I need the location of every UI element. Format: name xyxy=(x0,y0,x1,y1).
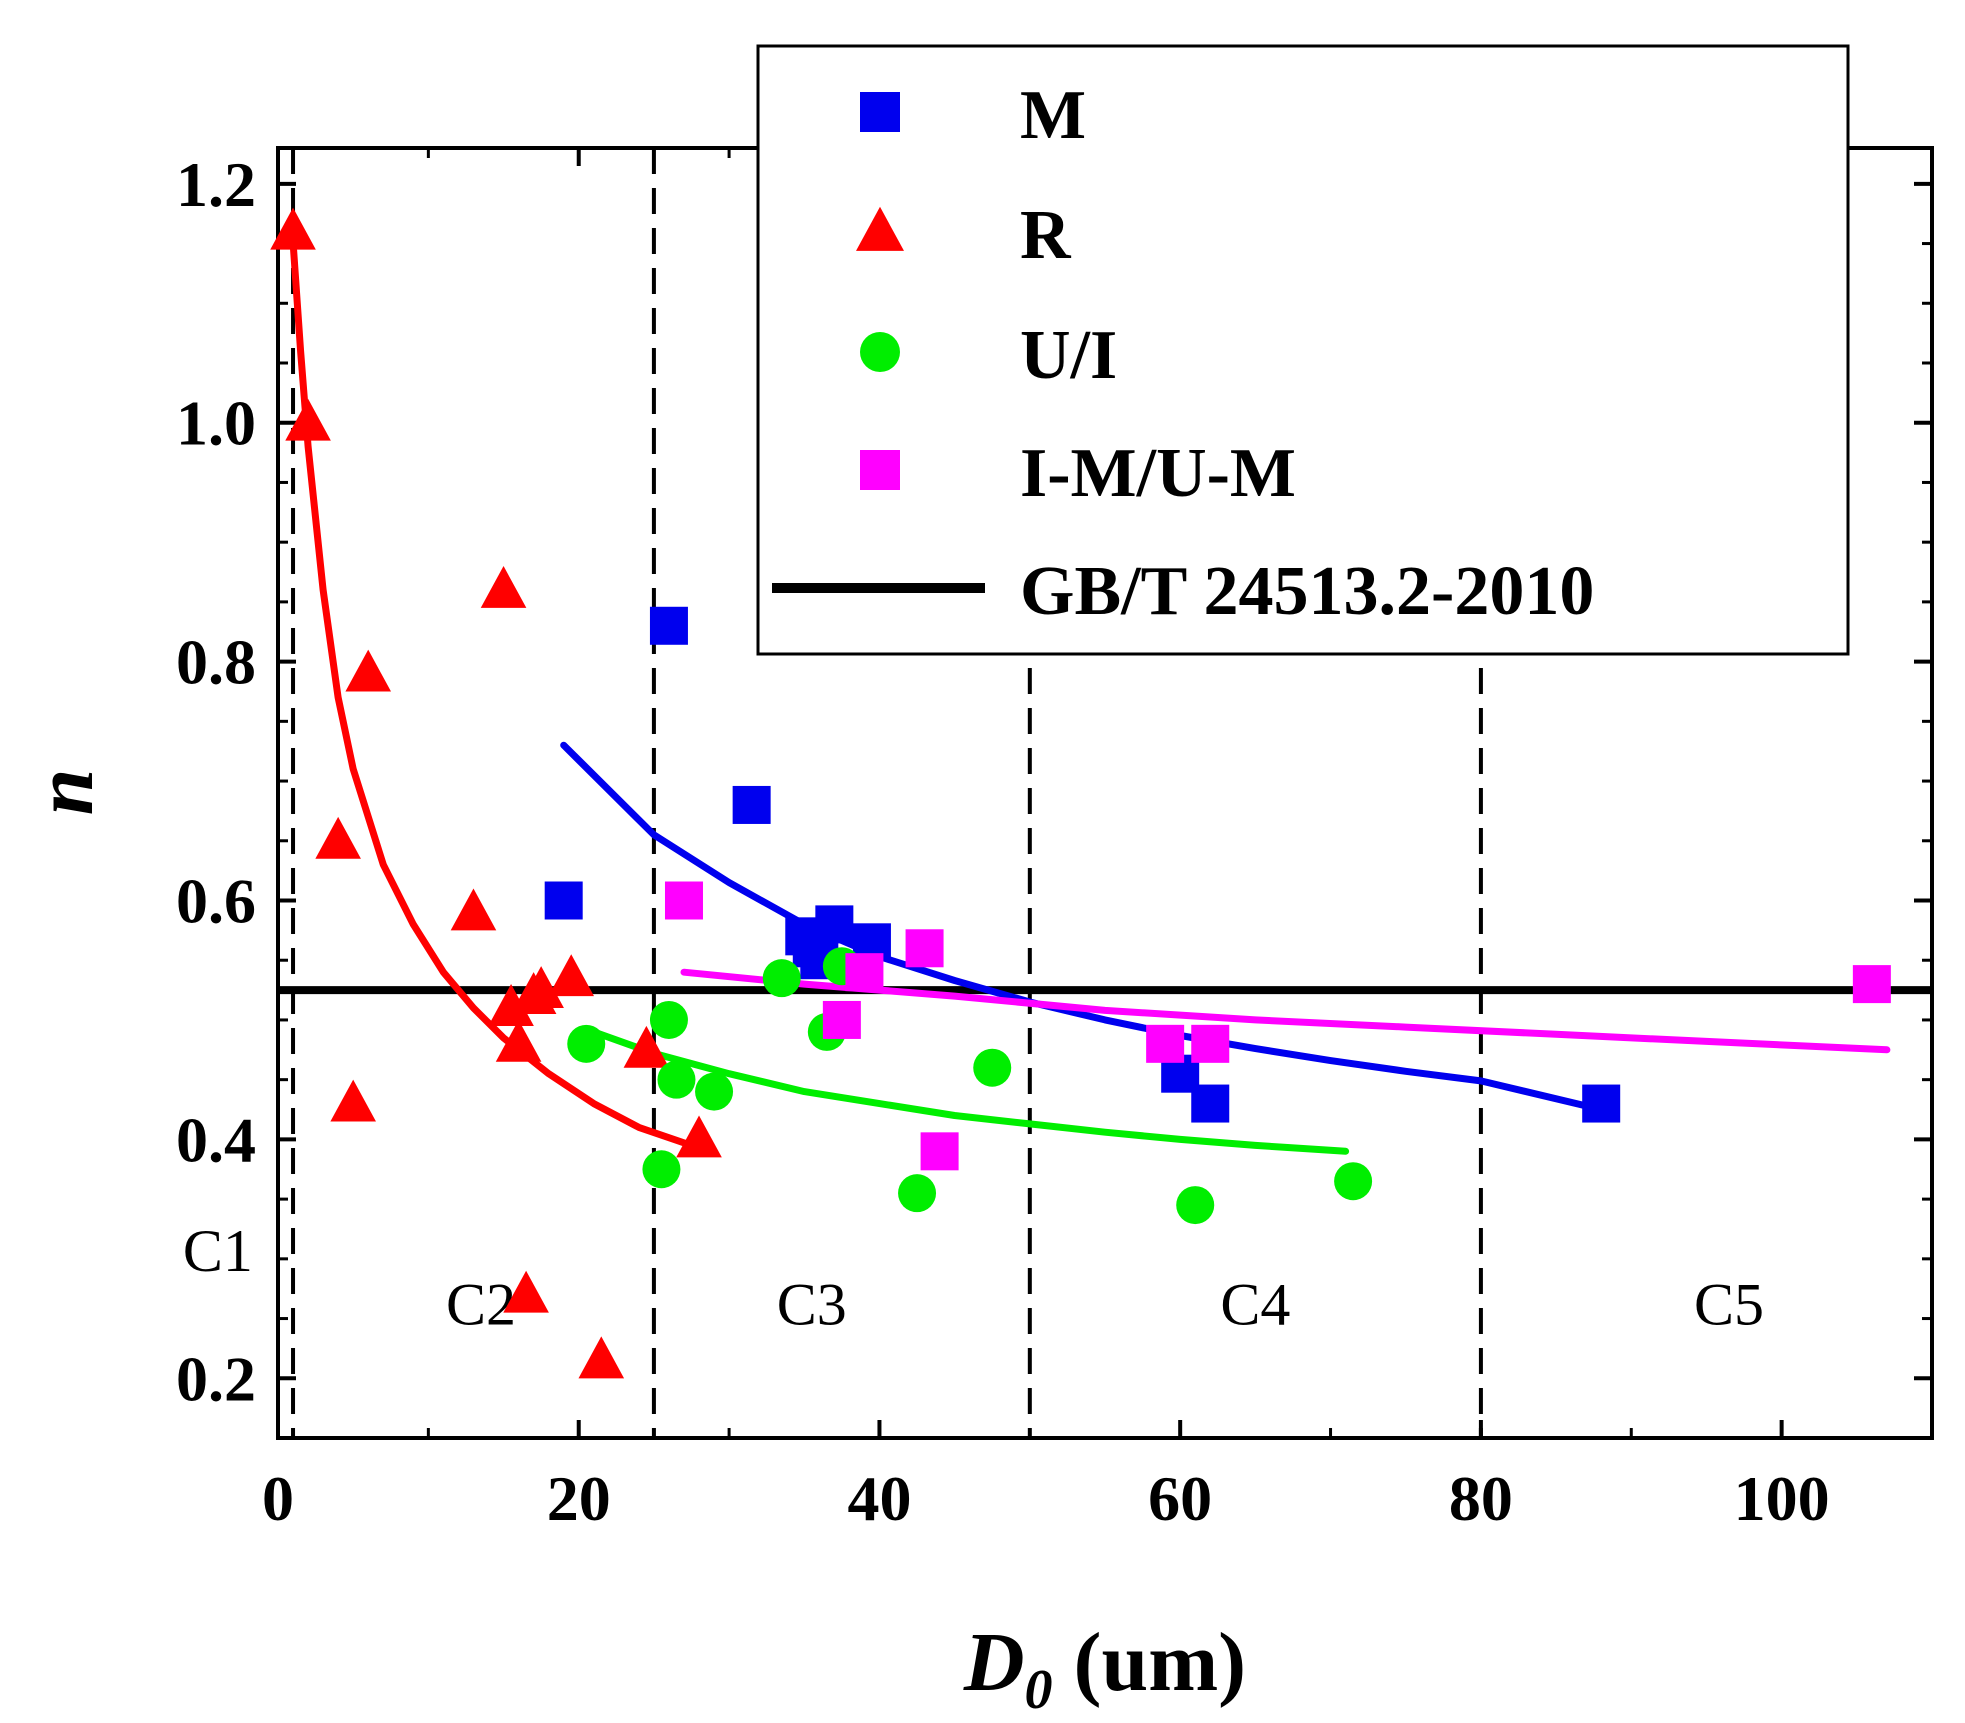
data-point xyxy=(649,606,688,645)
data-point xyxy=(548,954,595,997)
region-label: C3 xyxy=(777,1272,847,1338)
data-point xyxy=(898,1174,937,1213)
data-point xyxy=(1191,1024,1230,1063)
data-point xyxy=(495,1019,542,1062)
data-point xyxy=(488,984,534,1026)
x-axis-title-main: D xyxy=(963,1616,1025,1709)
data-point xyxy=(1852,965,1891,1004)
y-tick-label: 0.6 xyxy=(176,866,256,937)
data-point xyxy=(1191,1084,1230,1123)
legend-marker xyxy=(860,332,900,372)
legend-label: U/I xyxy=(1020,317,1117,394)
data-point xyxy=(1582,1084,1621,1123)
data-point xyxy=(822,1000,861,1039)
y-tick-label: 0.4 xyxy=(176,1104,256,1175)
data-point xyxy=(544,881,583,920)
y-axis-title: n xyxy=(18,769,111,816)
data-point xyxy=(270,207,316,250)
data-point xyxy=(450,888,497,931)
legend-marker xyxy=(860,92,900,132)
x-tick-label: 100 xyxy=(1734,1463,1830,1534)
data-point xyxy=(695,1072,734,1111)
region-label: C2 xyxy=(446,1272,516,1338)
axis-tick-labels: 0 20 40 60 80 100 0.2 0.4 0.6 0.8 1.0 1.2 xyxy=(176,149,1830,1534)
data-point xyxy=(815,905,854,944)
region-label: C1 xyxy=(183,1218,253,1284)
data-point xyxy=(578,1336,625,1379)
legend-label: R xyxy=(1020,197,1072,274)
x-tick-label: 40 xyxy=(847,1463,911,1534)
x-axis-title: D0 (um) xyxy=(963,1616,1246,1721)
legend-label: I-M/U-M xyxy=(1020,435,1296,512)
region-label: C5 xyxy=(1694,1272,1764,1338)
y-tick-label: 0.2 xyxy=(176,1343,256,1414)
legend-marker xyxy=(860,450,900,490)
legend-label: GB/T 24513.2-2010 xyxy=(1020,553,1594,630)
y-tick-label: 1.2 xyxy=(176,149,256,220)
data-point xyxy=(1176,1186,1215,1225)
data-point xyxy=(664,881,703,920)
data-point xyxy=(762,959,801,998)
data-point xyxy=(518,966,564,1009)
data-point xyxy=(315,816,361,859)
legend-marker xyxy=(856,206,904,251)
data-point xyxy=(1334,1162,1373,1201)
data-point xyxy=(285,398,331,441)
x-axis-title-subscript: 0 xyxy=(1025,1659,1053,1721)
data-point xyxy=(480,566,527,608)
legend: MR U/I I-M/U-M GB/T 24513.2-2010 xyxy=(756,44,1850,656)
region-label: C4 xyxy=(1220,1272,1290,1338)
legend-entries: MR U/I I-M/U-M GB/T 24513.2-2010 xyxy=(772,77,1594,630)
x-tick-label: 60 xyxy=(1148,1463,1212,1534)
y-tick-label: 1.0 xyxy=(176,388,256,459)
y-tick-label: 0.8 xyxy=(176,627,256,698)
data-point xyxy=(642,1150,681,1189)
data-point xyxy=(676,1115,722,1158)
data-point xyxy=(845,953,884,992)
fit-curve xyxy=(590,1028,1350,1155)
data-point xyxy=(1146,1024,1185,1063)
data-point xyxy=(649,1000,688,1039)
data-point xyxy=(657,1060,696,1099)
data-point xyxy=(503,1270,549,1313)
fit-curve xyxy=(288,216,695,1149)
legend-box xyxy=(756,44,1850,656)
data-points xyxy=(270,207,1891,1379)
data-point xyxy=(732,785,771,824)
data-point xyxy=(920,1132,959,1171)
data-point xyxy=(905,929,944,968)
data-point xyxy=(623,1025,670,1068)
x-tick-label: 80 xyxy=(1449,1463,1513,1534)
fit-curve xyxy=(560,741,1605,1113)
legend-label: M xyxy=(1020,77,1086,154)
data-point xyxy=(973,1048,1012,1087)
x-axis-title-unit: (um) xyxy=(1053,1616,1247,1709)
data-point xyxy=(330,1079,376,1122)
x-tick-label: 0 xyxy=(262,1463,294,1534)
data-point xyxy=(345,649,392,692)
x-tick-label: 20 xyxy=(547,1463,611,1534)
data-point xyxy=(567,1024,606,1063)
